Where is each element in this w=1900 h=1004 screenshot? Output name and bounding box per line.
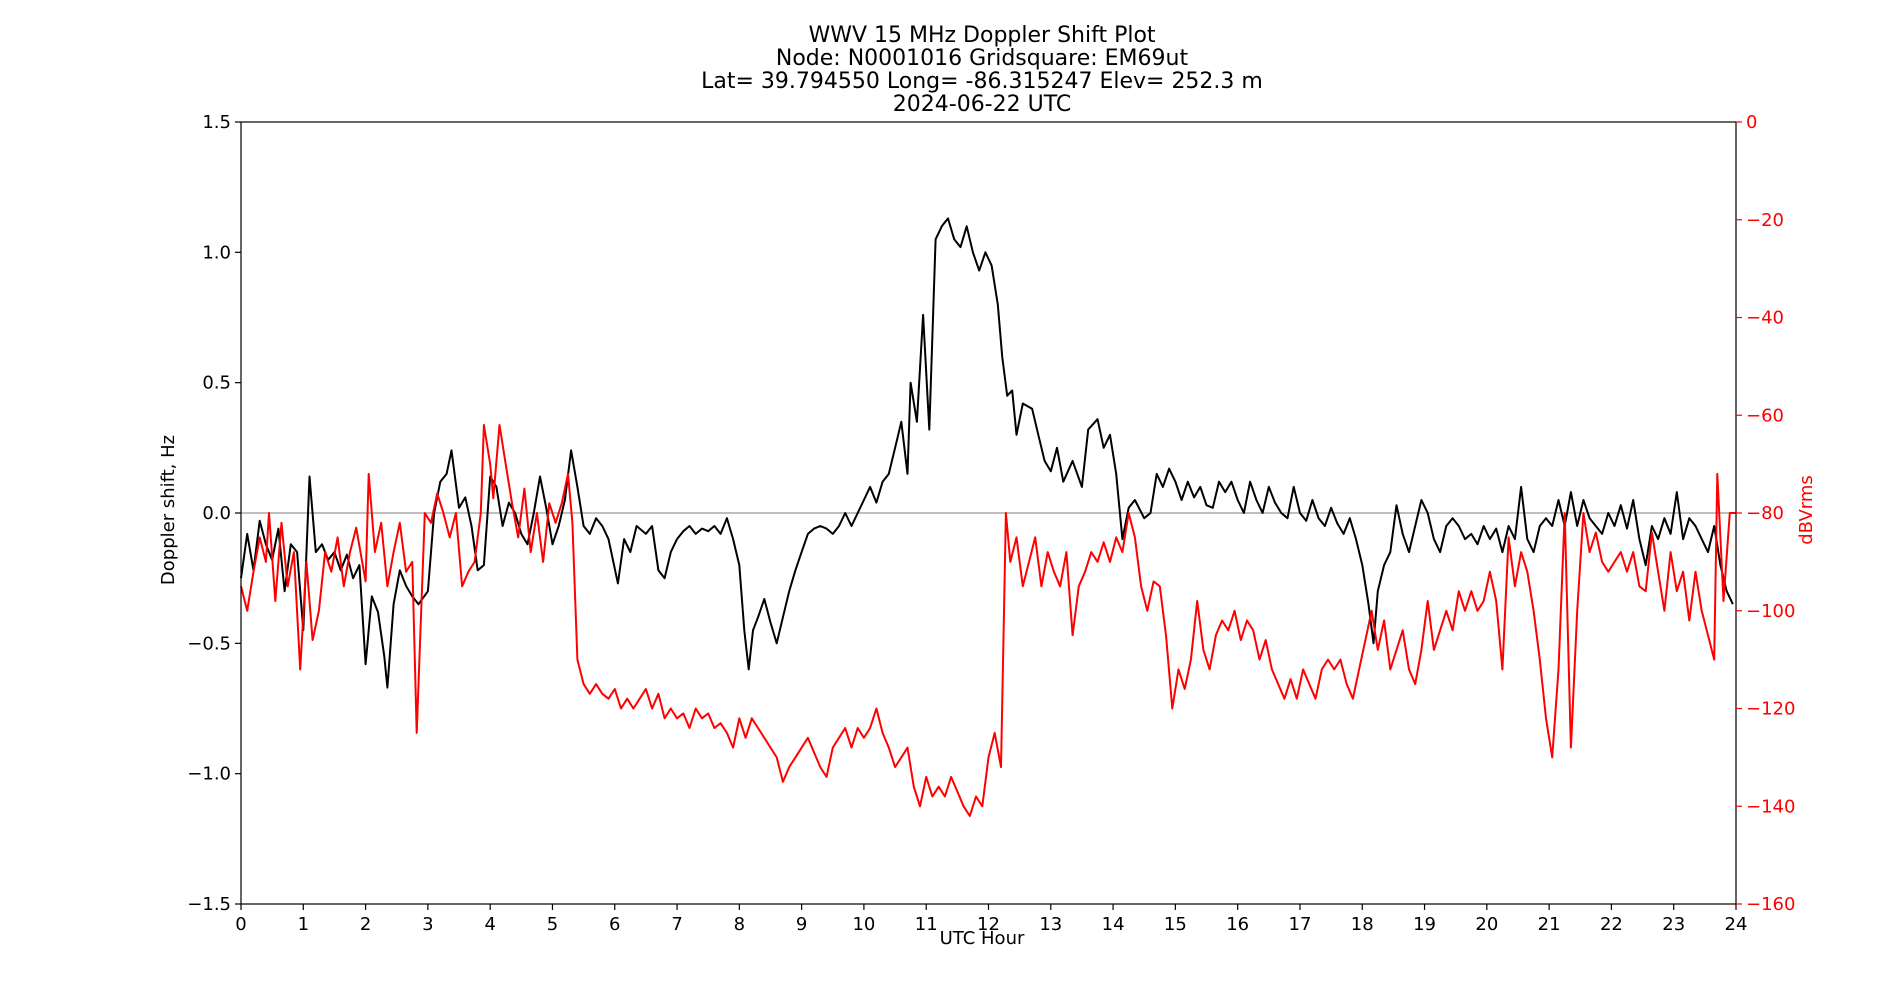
title-line-2: Node: N0001016 Gridsquare: EM69ut [776,46,1189,71]
x-tick-label: 10 [852,914,875,935]
x-tick-label: 2 [360,914,371,935]
x-tick-label: 6 [609,914,620,935]
left-axis-ticks: 1.5 1.0 0.5 0.0 −0.5 −1.0 −1.5 [187,112,241,915]
left-tick-label: 1.0 [202,242,231,263]
x-tick-label: 22 [1600,914,1623,935]
x-tick-label: 15 [1164,914,1187,935]
x-tick-label: 8 [734,914,745,935]
title-line-1: WWV 15 MHz Doppler Shift Plot [808,23,1155,48]
x-tick-label: 7 [671,914,682,935]
x-tick-label: 1 [298,914,309,935]
x-tick-label: 9 [796,914,807,935]
x-tick-label: 5 [547,914,558,935]
right-tick-label: −100 [1746,601,1795,622]
x-tick-label: 3 [422,914,433,935]
x-tick-label: 16 [1226,914,1249,935]
left-tick-label: −1.0 [187,764,231,785]
x-tick-label: 19 [1413,914,1436,935]
series-lines [240,217,1736,817]
x-tick-label: 4 [484,914,495,935]
x-tick-label: 20 [1475,914,1498,935]
x-tick-label: 0 [235,914,246,935]
x-tick-label: 21 [1538,914,1561,935]
left-tick-label: 0.5 [202,373,231,394]
chart-title: WWV 15 MHz Doppler Shift Plot Node: N000… [701,23,1263,117]
left-tick-label: −1.5 [187,894,231,915]
right-axis-label: dBVrms [1796,475,1817,545]
left-tick-label: 1.5 [202,112,231,133]
right-tick-label: 0 [1746,112,1757,133]
x-tick-label: 18 [1351,914,1374,935]
doppler-series-line [240,217,1734,689]
x-tick-label: 14 [1102,914,1125,935]
right-tick-label: −120 [1746,699,1795,720]
x-tick-label: 17 [1289,914,1312,935]
left-axis-label: Doppler shift, Hz [158,435,179,585]
right-tick-label: −160 [1746,894,1795,915]
right-tick-label: −60 [1746,405,1784,426]
x-axis-ticks: 0 1 2 3 4 5 6 7 8 9 10 11 12 13 14 15 16 17 18 19 20 21 22 23 24 [235,904,1747,935]
right-tick-label: −40 [1746,308,1784,329]
x-tick-label: 23 [1662,914,1685,935]
right-tick-label: −20 [1746,210,1784,231]
right-axis-ticks: 0 −20 −40 −60 −80 −100 −120 −140 −160 [1736,112,1795,915]
power-series-line [240,424,1736,817]
x-tick-label: 11 [915,914,938,935]
title-line-4: 2024-06-22 UTC [893,92,1071,117]
left-tick-label: −0.5 [187,633,231,654]
title-line-3: Lat= 39.794550 Long= -86.315247 Elev= 25… [701,69,1263,94]
x-tick-label: 12 [977,914,1000,935]
x-axis-label: UTC Hour [940,928,1025,949]
x-tick-label: 24 [1725,914,1748,935]
right-tick-label: −80 [1746,503,1784,524]
x-tick-label: 13 [1039,914,1062,935]
right-tick-label: −140 [1746,796,1795,817]
left-tick-label: 0.0 [202,503,231,524]
